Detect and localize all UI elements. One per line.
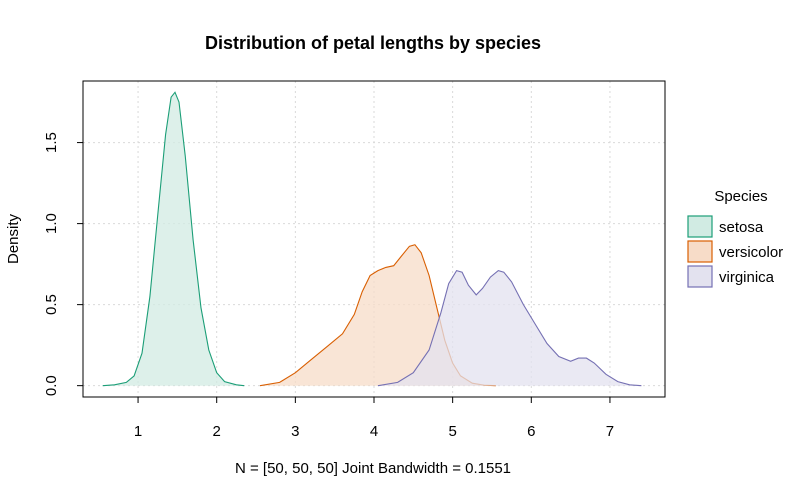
legend: Species setosa versicolor virginica <box>687 188 783 288</box>
x-tick-label: 4 <box>370 423 378 440</box>
chart-subtitle: N = [50, 50, 50] Joint Bandwidth = 0.155… <box>235 460 511 477</box>
density-line-setosa <box>102 91 245 387</box>
x-tick-label: 3 <box>291 423 299 440</box>
legend-swatch-setosa <box>687 215 713 238</box>
y-tick-label: 1.0 <box>43 213 60 234</box>
legend-label-setosa: setosa <box>719 219 764 236</box>
legend-swatch-virginica <box>687 265 713 288</box>
y-axis-label: Density <box>5 213 22 264</box>
legend-label-versicolor: versicolor <box>719 244 783 261</box>
legend-label-virginica: virginica <box>719 269 775 286</box>
y-tick-label: 1.5 <box>43 132 60 153</box>
x-tick-label: 2 <box>213 423 221 440</box>
chart-title: Distribution of petal lengths by species <box>205 33 541 53</box>
x-tick-label: 1 <box>134 423 142 440</box>
x-axis: 1 2 3 4 5 6 7 <box>134 397 614 440</box>
x-tick-label: 7 <box>606 423 614 440</box>
x-tick-label: 6 <box>527 423 535 440</box>
density-area-setosa <box>102 92 245 386</box>
density-areas <box>102 91 642 387</box>
y-tick-label: 0.5 <box>43 294 60 315</box>
density-line-virginica <box>377 269 642 387</box>
x-tick-label: 5 <box>448 423 456 440</box>
y-tick-label: 0.0 <box>43 375 60 396</box>
density-area-virginica <box>377 270 642 386</box>
legend-title: Species <box>714 188 767 205</box>
legend-swatch-versicolor <box>687 240 713 263</box>
y-axis: 0.0 0.5 1.0 1.5 <box>43 132 83 396</box>
